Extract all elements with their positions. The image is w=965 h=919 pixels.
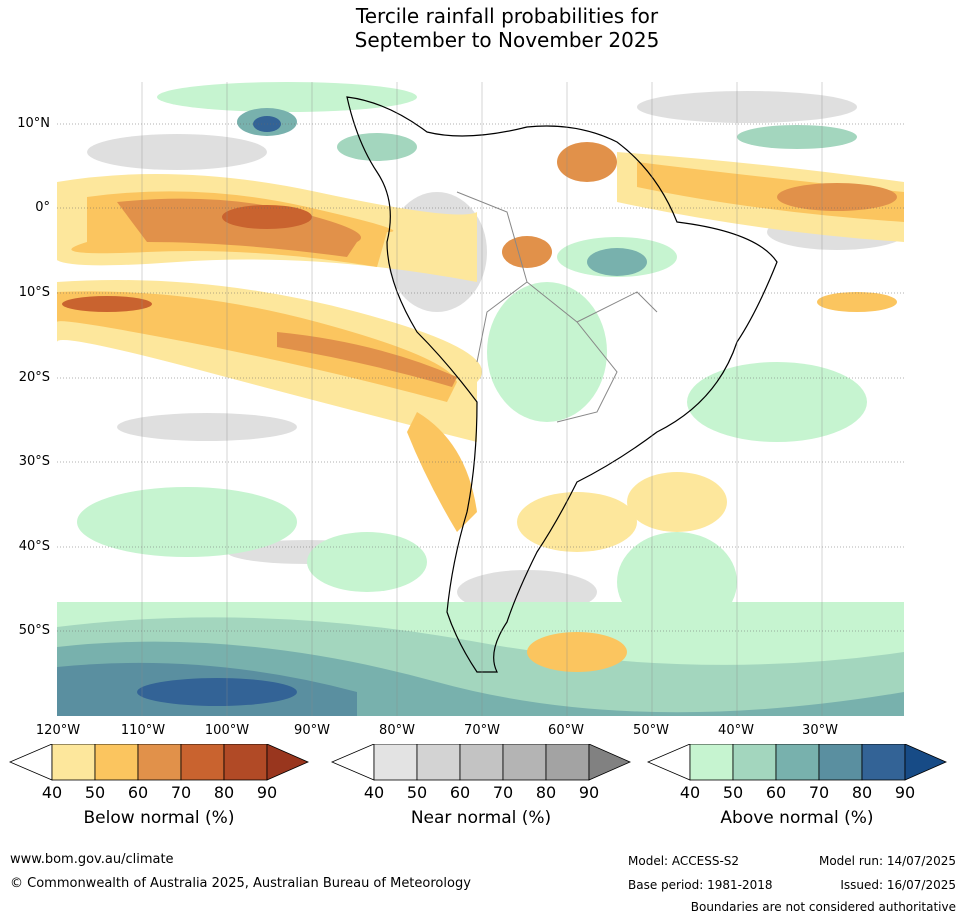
cbar-below-seg-1	[51, 744, 96, 781]
cbar-below-tick-50: 50	[84, 783, 106, 802]
cbar-below-seg-6	[266, 744, 309, 781]
gridlines	[57, 123, 904, 632]
lon-label-40w: 40°W	[718, 723, 754, 738]
lon-label-80w: 80°W	[379, 723, 415, 738]
cbar-below-seg-4	[180, 744, 225, 781]
cbar-near-seg-1	[373, 744, 418, 781]
cbar-near-seg-6	[588, 744, 631, 781]
lon-label-100w: 100°W	[204, 723, 250, 738]
map-title: Tercile rainfall probabilities for Septe…	[0, 4, 965, 52]
cbar-above-title: Above normal (%)	[720, 808, 874, 828]
cbar-above-tick-50: 50	[722, 783, 744, 802]
cbar-above-seg-0	[646, 744, 691, 781]
cbar-above-seg-1	[689, 744, 734, 781]
lat-label-40s: 40°S	[18, 539, 50, 554]
cbar-near-seg-5	[545, 744, 590, 781]
title-line-1: Tercile rainfall probabilities for	[355, 4, 659, 28]
cbar-near-tick-90: 90	[578, 783, 600, 802]
cbar-above-seg-5	[861, 744, 906, 781]
cbar-below-tick-70: 70	[170, 783, 192, 802]
cbar-near-seg-3	[459, 744, 504, 781]
cbar-above-tick-70: 70	[808, 783, 830, 802]
cbar-near-seg-4	[502, 744, 547, 781]
cbar-near-seg-0	[330, 744, 375, 781]
cbar-below-seg-5	[223, 744, 268, 781]
cbar-near-title: Near normal (%)	[410, 808, 552, 828]
lat-label-10n: 10°N	[17, 116, 50, 131]
cbar-near-tick-40: 40	[363, 783, 385, 802]
cbar-above-seg-2	[732, 744, 777, 781]
lon-label-110w: 110°W	[120, 723, 166, 738]
footer-issued: Issued: 16/07/2025	[840, 878, 956, 892]
footer-copyright: © Commonwealth of Australia 2025, Austra…	[10, 876, 471, 891]
cbar-below-tick-40: 40	[41, 783, 63, 802]
cbar-near-tick-70: 70	[492, 783, 514, 802]
cbar-below-seg-3	[137, 744, 182, 781]
cbar-near-tick-60: 60	[449, 783, 471, 802]
lat-label-20s: 20°S	[18, 370, 50, 385]
lat-label-0: 0°	[35, 200, 50, 215]
rainfall-map	[57, 82, 904, 716]
lat-label-10s: 10°S	[18, 285, 50, 300]
cbar-near-tick-50: 50	[406, 783, 428, 802]
colorbar-below-normal	[8, 744, 309, 781]
footer-disclaimer: Boundaries are not considered authoritat…	[690, 900, 956, 914]
cbar-above-tick-60: 60	[765, 783, 787, 802]
cbar-below-seg-2	[94, 744, 139, 781]
colorbar-near-normal	[330, 744, 631, 781]
cbar-above-tick-80: 80	[851, 783, 873, 802]
cbar-below-tick-60: 60	[127, 783, 149, 802]
cbar-below-tick-80: 80	[213, 783, 235, 802]
title-line-2: September to November 2025	[354, 28, 660, 52]
cbar-above-seg-4	[818, 744, 863, 781]
lon-label-60w: 60°W	[548, 723, 584, 738]
cbar-near-seg-2	[416, 744, 461, 781]
cbar-below-tick-90: 90	[256, 783, 278, 802]
cbar-above-tick-90: 90	[894, 783, 916, 802]
cbar-above-seg-6	[904, 744, 947, 781]
cbar-below-title: Below normal (%)	[83, 808, 235, 828]
lon-label-50w: 50°W	[633, 723, 669, 738]
cbar-near-tick-80: 80	[535, 783, 557, 802]
cbar-below-seg-0	[8, 744, 53, 781]
lat-label-50s: 50°S	[18, 623, 50, 638]
south-america-outline	[346, 96, 778, 673]
cbar-above-seg-3	[775, 744, 820, 781]
lon-label-90w: 90°W	[294, 723, 330, 738]
colorbar-above-normal	[646, 744, 947, 781]
lat-label-30s: 30°S	[18, 454, 50, 469]
lon-label-120w: 120°W	[35, 723, 81, 738]
lon-label-70w: 70°W	[464, 723, 500, 738]
cbar-above-tick-40: 40	[679, 783, 701, 802]
footer-url: www.bom.gov.au/climate	[10, 852, 174, 867]
footer-model-run: Model run: 14/07/2025	[818, 854, 956, 868]
lon-label-30w: 30°W	[802, 723, 838, 738]
footer-base-period: Base period: 1981-2018	[628, 878, 773, 892]
footer-model: Model: ACCESS-S2	[628, 854, 740, 868]
